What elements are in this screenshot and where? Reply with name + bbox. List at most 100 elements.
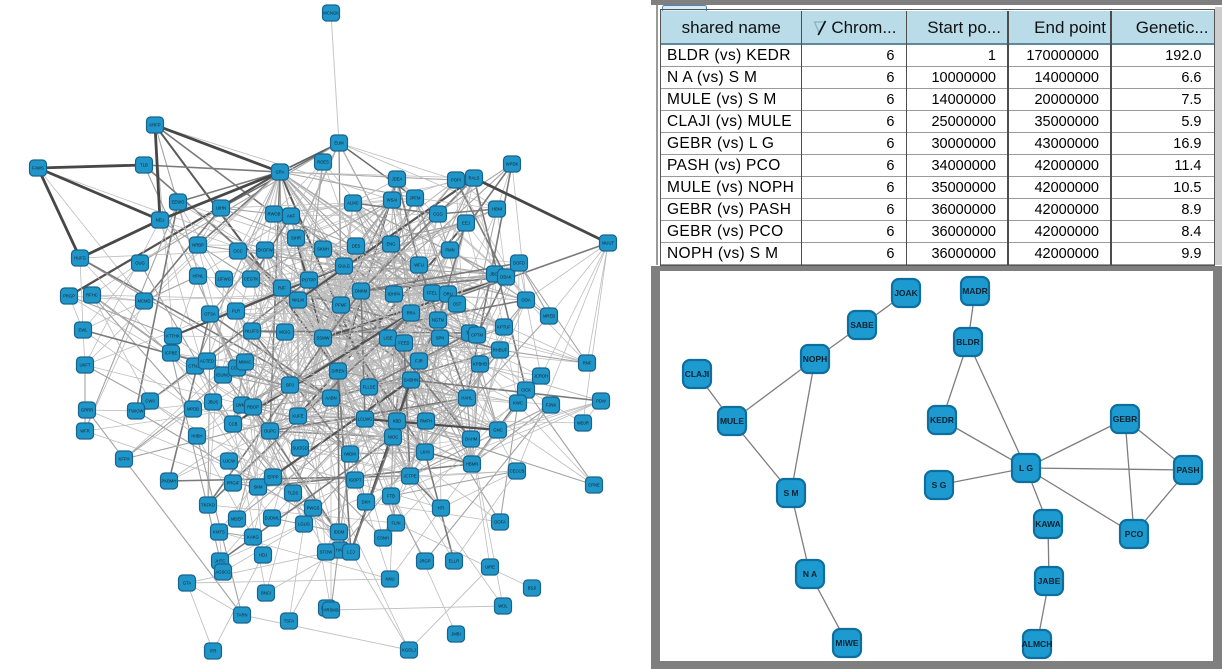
svg-text:OCC: OCC	[233, 249, 242, 254]
svg-text:IDUNO: IDUNO	[216, 373, 230, 378]
svg-text:AKF: AKF	[287, 214, 296, 219]
svg-text:KBD: KBD	[393, 419, 402, 424]
svg-text:MGIG: MGIG	[279, 330, 290, 335]
svg-text:WFU: WFU	[414, 263, 424, 268]
svg-text:WCNGK: WCNGK	[323, 11, 339, 16]
svg-text:RFHC: RFHC	[86, 293, 98, 298]
svg-text:ROES: ROES	[317, 160, 329, 165]
svg-text:KAKG: KAKG	[247, 535, 259, 540]
svg-text:FLLSE: FLLSE	[363, 385, 376, 390]
svg-text:LKHI: LKHI	[420, 450, 429, 455]
svg-text:KGOLJ: KGOLJ	[402, 648, 416, 653]
svg-text:KTTHK: KTTHK	[166, 334, 180, 339]
svg-text:HAHL: HAHL	[461, 396, 473, 401]
svg-text:OUPC: OUPC	[264, 429, 276, 434]
svg-text:EWL: EWL	[78, 328, 88, 333]
svg-text:HBNI: HBNI	[492, 207, 502, 212]
svg-text:CICK: CICK	[521, 388, 531, 393]
svg-text:WSAI: WSAI	[387, 198, 398, 203]
svg-text:MMAC: MMAC	[239, 360, 252, 365]
svg-text:HTI: HTI	[438, 506, 445, 511]
svg-text:GRRR: GRRR	[81, 408, 93, 413]
svg-text:PASH: PASH	[1177, 465, 1200, 475]
svg-text:LGUG: LGUG	[298, 522, 310, 527]
svg-text:AABN: AABN	[325, 396, 336, 401]
svg-text:EKOFW: EKOFW	[257, 248, 272, 253]
svg-text:STOW: STOW	[320, 550, 333, 555]
svg-text:KPTUF: KPTUF	[497, 325, 511, 330]
svg-text:JJFWG: JJFWG	[217, 277, 231, 282]
svg-text:FJR: FJR	[415, 359, 423, 364]
svg-text:RHBUF: RHBUF	[493, 348, 508, 353]
svg-text:KMTS: KMTS	[213, 530, 225, 535]
svg-text:AGSCG: AGSCG	[215, 570, 230, 575]
svg-text:OOFA: OOFA	[494, 520, 506, 525]
svg-text:SKM: SKM	[253, 485, 263, 490]
svg-text:MIWE: MIWE	[835, 638, 858, 648]
svg-text:PCO: PCO	[1125, 529, 1144, 539]
svg-text:OUG: OUG	[135, 261, 145, 266]
svg-text:LWMH: LWMH	[236, 403, 248, 408]
svg-text:BNCI: BNCI	[261, 591, 271, 596]
svg-text:ALMC: ALMC	[347, 201, 359, 206]
svg-text:CTNJT: CTNJT	[188, 364, 202, 369]
svg-text:PRGP: PRGP	[63, 294, 75, 299]
svg-text:DKH: DKH	[362, 500, 371, 505]
svg-text:PKBMH: PKBMH	[162, 479, 177, 484]
svg-text:JMBI: JMBI	[451, 632, 461, 637]
svg-text:GEBR: GEBR	[1113, 414, 1138, 424]
svg-text:ACTED: ACTED	[200, 359, 214, 364]
svg-text:OTSA: OTSA	[204, 312, 216, 317]
svg-text:CECCB: CECCB	[510, 469, 525, 474]
svg-text:ITR: ITR	[210, 649, 217, 654]
svg-text:KPBHB: KPBHB	[473, 362, 487, 367]
svg-text:IWDM: IWDM	[344, 452, 356, 457]
svg-text:DOFD: DOFD	[513, 261, 525, 266]
svg-text:EPPP: EPPP	[267, 475, 278, 480]
svg-text:RNF: RNF	[583, 361, 592, 366]
svg-text:IGDPT: IGDPT	[349, 478, 362, 483]
svg-text:KFFH: KFFH	[119, 457, 130, 462]
svg-text:PWGS: PWGS	[307, 506, 320, 511]
svg-text:EEWO: EEWO	[172, 200, 186, 205]
svg-text:IDDM: IDDM	[334, 530, 345, 535]
svg-text:TLDS: TLDS	[288, 491, 299, 496]
svg-text:WOL: WOL	[498, 604, 508, 609]
svg-text:UJCW: UJCW	[223, 459, 235, 464]
svg-text:GRA: GRA	[275, 170, 284, 175]
svg-text:WBJR: WBJR	[577, 421, 589, 426]
svg-text:PMN: PMN	[445, 248, 454, 253]
svg-text:TLB: TLB	[140, 163, 148, 168]
svg-text:JHTC: JHTC	[215, 559, 226, 564]
svg-text:CGG: CGG	[433, 212, 443, 217]
svg-text:IOHPA: IOHPA	[388, 292, 401, 297]
svg-text:DIREN: DIREN	[331, 369, 344, 374]
svg-text:DJOWL: DJOWL	[265, 516, 280, 521]
svg-text:KRFP: KRFP	[149, 123, 160, 128]
svg-text:HRSMS: HRSMS	[323, 608, 338, 613]
svg-text:HBMN: HBMN	[466, 462, 478, 467]
svg-text:S G: S G	[932, 480, 947, 490]
svg-text:HDJ: HDJ	[259, 553, 267, 558]
svg-text:OOA: OOA	[521, 298, 531, 303]
svg-text:UIHN: UIHN	[216, 206, 226, 211]
svg-text:SPN: SPN	[436, 336, 445, 341]
svg-text:ELLR: ELLR	[449, 559, 459, 564]
svg-text:N A: N A	[803, 569, 817, 579]
svg-text:CCB: CCB	[229, 422, 238, 427]
svg-text:FJNK: FJNK	[546, 403, 557, 408]
svg-text:NGTM: NGTM	[432, 318, 445, 323]
svg-text:TWIOW: TWIOW	[129, 409, 144, 414]
svg-text:MUUT: MUUT	[602, 241, 615, 246]
svg-text:SABHN: SABHN	[404, 378, 418, 383]
svg-text:DES: DES	[352, 244, 361, 249]
svg-text:FLNI: FLNI	[391, 521, 400, 526]
svg-text:NEU: NEU	[156, 218, 165, 223]
svg-text:DNKM: DNKM	[355, 289, 368, 294]
svg-text:NRBP: NRBP	[192, 243, 204, 248]
svg-text:ALMCH: ALMCH	[1022, 639, 1053, 649]
svg-text:ICPBE: ICPBE	[165, 351, 178, 356]
svg-text:EEJ: EEJ	[462, 221, 470, 226]
svg-text:POTPP: POTPP	[302, 278, 316, 283]
svg-text:RWOB: RWOB	[268, 212, 281, 217]
